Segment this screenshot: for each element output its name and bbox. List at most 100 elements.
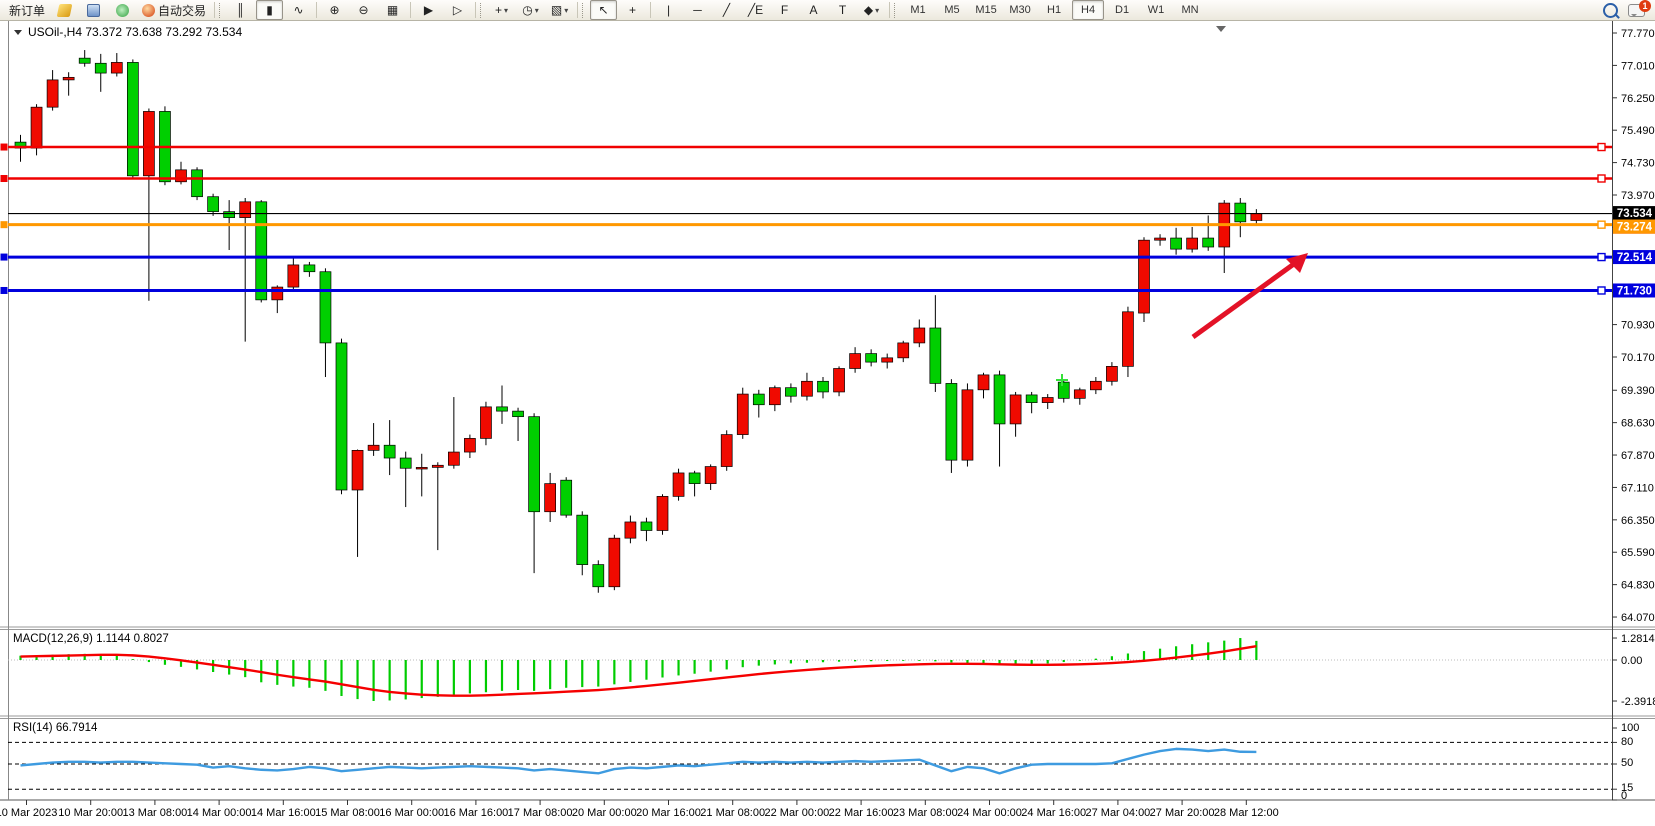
candle	[110, 62, 123, 74]
text-button[interactable]: A	[800, 0, 827, 20]
timeframe-d1-button[interactable]: D1	[1115, 4, 1130, 16]
candle	[1057, 381, 1070, 399]
price-tag-label: 72.514	[1617, 252, 1653, 264]
hline-left-marker[interactable]	[0, 286, 8, 294]
rsi-scale-label: 50	[1621, 757, 1633, 769]
tile-windows-button[interactable]: ▦	[379, 0, 406, 20]
dropdown-caret-icon: ▾	[875, 5, 880, 15]
candle	[1202, 237, 1215, 248]
candle	[46, 79, 59, 108]
new-order-button[interactable]: 新订单	[5, 0, 49, 20]
candle	[785, 387, 797, 397]
bar-chart-button[interactable]: ║	[227, 0, 254, 20]
notifications-icon[interactable]: 1	[1628, 0, 1651, 17]
candle	[592, 564, 605, 588]
timeframe-m30-button[interactable]: M30	[1009, 4, 1031, 16]
time-tick-label: 23 Mar 08:00	[893, 807, 958, 819]
candlestick-chart-button[interactable]: ▮	[256, 0, 284, 20]
market-watch-icon-icon	[87, 3, 101, 17]
auto-scroll-button[interactable]: ▶	[415, 0, 442, 20]
vertical-line-button[interactable]: |	[655, 0, 682, 20]
hline-right-marker[interactable]	[1597, 142, 1606, 152]
candle	[303, 264, 316, 273]
price-tick-label: 76.250	[1621, 93, 1655, 105]
timeframe-m5-button[interactable]: M5	[944, 4, 960, 16]
time-tick-label: 21 Mar 08:00	[700, 807, 765, 819]
candle	[560, 479, 573, 516]
candle	[945, 383, 958, 461]
candle	[399, 457, 412, 469]
rsi-scale-label: 80	[1621, 736, 1633, 748]
time-tick-label: 20 Mar 16:00	[636, 807, 701, 819]
periods-button[interactable]: ◷ ▾	[517, 0, 544, 20]
price-tag	[1613, 206, 1655, 221]
timeframe-mn-button[interactable]: MN	[1181, 4, 1199, 16]
hline-left-marker[interactable]	[0, 174, 8, 182]
hline-left-marker[interactable]	[0, 221, 8, 229]
templates-button[interactable]: ▧ ▾	[546, 0, 573, 20]
trendline-button[interactable]: ╱	[713, 0, 740, 20]
timeframe-m1-button[interactable]: M1	[910, 4, 926, 16]
candle	[704, 466, 717, 484]
time-tick-label: 17 Mar 08:00	[508, 807, 573, 819]
candle	[865, 353, 878, 363]
cursor-button[interactable]: ↖	[590, 0, 618, 20]
chart-menu-icon[interactable]	[14, 30, 22, 35]
candle	[1154, 237, 1166, 241]
profile-icon[interactable]	[51, 0, 78, 20]
timeframe-h4-button[interactable]: H4	[1072, 0, 1105, 20]
shapes-button[interactable]: ◆ ▾	[858, 0, 885, 20]
auto-trading-button-label: 自动交易	[158, 3, 207, 18]
time-tick-label: 15 Mar 08:00	[315, 807, 380, 819]
zoom-out-button[interactable]: ⊖	[350, 0, 377, 20]
rsi-line	[20, 747, 1257, 775]
dropdown-caret-icon: ▾	[534, 5, 539, 15]
toolbar-grip	[219, 2, 223, 18]
hline-left-marker[interactable]	[0, 143, 8, 151]
zoom-in-button[interactable]: ⊕	[321, 0, 348, 20]
candle	[993, 374, 1006, 425]
horizontal-line-button[interactable]: ─	[684, 0, 711, 20]
new-order-button-label: 新订单	[9, 3, 46, 18]
candle	[367, 444, 380, 451]
timeframe-h1-button[interactable]: H1	[1047, 4, 1062, 16]
trend-arrow[interactable]	[1191, 258, 1300, 340]
timeframe-m15-button[interactable]: M15	[975, 4, 997, 16]
hline-right-marker[interactable]	[1597, 174, 1606, 183]
fibonacci-button[interactable]: F	[771, 0, 798, 20]
candle	[1250, 213, 1263, 221]
candle	[913, 327, 926, 344]
channel-button[interactable]: ╱E	[742, 0, 769, 20]
auto-trading-button[interactable]: 自动交易	[138, 0, 210, 20]
toolbar-separator	[475, 2, 477, 18]
chart-shift-button[interactable]: ▷	[444, 0, 471, 20]
time-tick-label: 10 Mar 2023	[0, 807, 57, 819]
price-tick-label: 64.070	[1621, 612, 1655, 624]
market-watch-icon[interactable]	[80, 0, 107, 20]
line-chart-button[interactable]: ∿	[285, 0, 312, 20]
label-button[interactable]: T	[829, 0, 856, 20]
macd-indicator-label: MACD(12,26,9) 1.1144 0.8027	[13, 633, 169, 645]
chart-shift-marker[interactable]	[1216, 26, 1226, 32]
fibonacci-button-glyph: F	[780, 3, 789, 17]
candle	[207, 196, 219, 212]
price-tag	[1613, 283, 1655, 298]
hline-right-marker[interactable]	[1597, 220, 1606, 229]
candle	[1138, 239, 1150, 314]
rsi-scale-label: 0	[1621, 790, 1627, 802]
search-icon[interactable]	[1603, 2, 1618, 18]
trend-arrow-head[interactable]	[1286, 253, 1308, 273]
hline-right-marker[interactable]	[1597, 252, 1606, 262]
hline-right-marker[interactable]	[1597, 286, 1606, 295]
candle	[175, 169, 187, 183]
crosshair-button[interactable]: +	[619, 0, 646, 20]
candle	[1234, 202, 1247, 223]
candle	[881, 357, 894, 363]
timeframe-w1-button[interactable]: W1	[1147, 4, 1165, 16]
indicators-button[interactable]: + ▾	[488, 0, 515, 20]
navigator-icon[interactable]	[109, 0, 136, 20]
candle	[496, 406, 508, 412]
hline-left-marker[interactable]	[0, 253, 8, 261]
price-tick-label: 66.350	[1621, 515, 1655, 527]
